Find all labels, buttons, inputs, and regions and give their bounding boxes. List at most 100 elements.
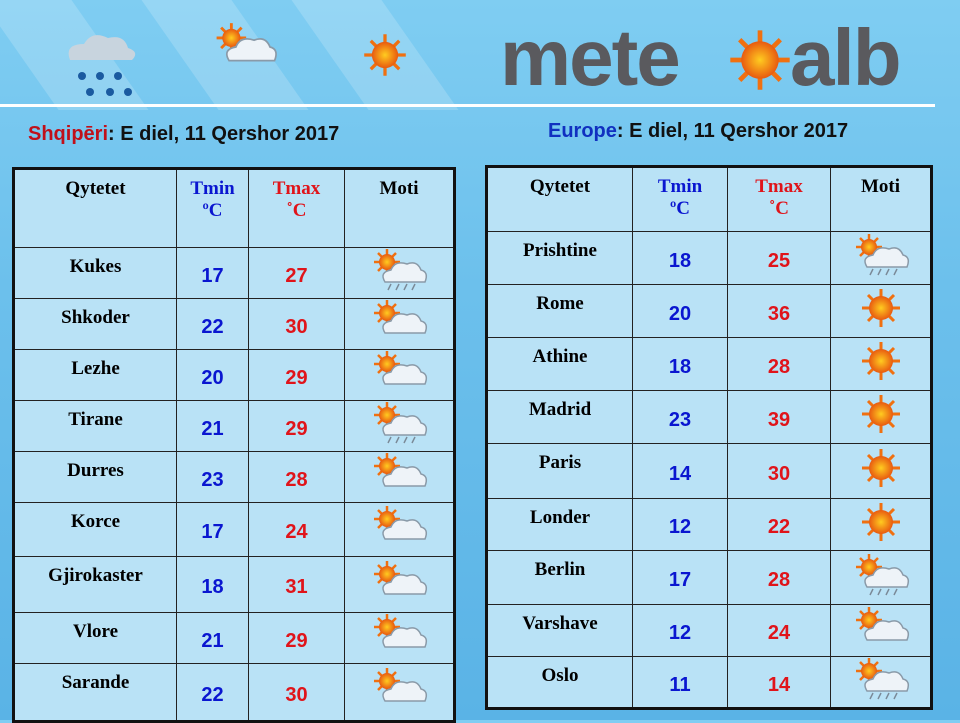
sun-cloud-icon (367, 505, 431, 549)
tmax-value: 22 (727, 498, 831, 551)
weather-cell (830, 231, 932, 285)
weather-cell (830, 604, 932, 657)
table-row: Madrid 23 39 (486, 390, 932, 444)
logo-text: alb (790, 13, 902, 102)
tmin-value: 23 (176, 451, 249, 503)
weather-cell (344, 451, 455, 503)
weather-cell (344, 556, 455, 613)
sun-icon (849, 500, 913, 544)
table-row: Berlin 17 28 (486, 550, 932, 605)
tmax-value: 30 (248, 663, 345, 722)
table-row: Shkoder 22 30 (13, 298, 455, 350)
tmin-value: 18 (176, 556, 249, 613)
city-name: Berlin (486, 550, 633, 605)
city-name: Londer (486, 498, 633, 551)
sun-cloud-icon (367, 299, 431, 343)
tmax-value: 24 (727, 604, 831, 657)
tmin-value: 20 (176, 349, 249, 401)
table-row: Paris 14 30 (486, 443, 932, 499)
table-row: Athine 18 28 (486, 337, 932, 391)
unit-label: ˚C (286, 200, 307, 221)
tmin-value: 18 (632, 231, 728, 285)
tmax-value: 25 (727, 231, 831, 285)
tmin-value: 21 (176, 612, 249, 664)
weather-cell (830, 284, 932, 338)
tmin-value: 12 (632, 498, 728, 551)
tmax-value: 36 (727, 284, 831, 338)
sun-cloud-icon (849, 606, 913, 650)
weather-cell (830, 337, 932, 391)
city-name: Rome (486, 284, 633, 338)
sun-cloud-icon (200, 22, 290, 72)
city-name: Prishtine (486, 231, 633, 285)
tmin-value: 17 (176, 247, 249, 299)
unit-label: ºC (202, 200, 223, 221)
table-row: Durres 23 28 (13, 451, 455, 503)
tmax-value: 28 (727, 337, 831, 391)
tmax-value: 28 (248, 451, 345, 503)
city-name: Athine (486, 337, 633, 391)
weather-cell (344, 349, 455, 401)
date-text: : E diel, 11 Qershor 2017 (108, 123, 340, 145)
tmin-label: Tmin (657, 176, 703, 197)
weather-cell (344, 247, 455, 299)
header-row: Qytetet Tmin ºC Tmax ˚C Moti (486, 166, 932, 232)
weather-cell (344, 298, 455, 350)
weather-cell (344, 502, 455, 557)
header-weather: Moti (830, 166, 932, 232)
header-city: Qytetet (13, 168, 177, 248)
ruler-divider (0, 104, 935, 107)
sun-cloud-rain-icon (849, 657, 913, 701)
header-row: Qytetet Tmin ºC Tmax ˚C Moti (13, 168, 455, 248)
tmax-value: 39 (727, 390, 831, 444)
weather-cell (344, 612, 455, 664)
unit-label: ˚C (768, 198, 790, 219)
table-row: Oslo 11 14 (486, 656, 932, 709)
tmax-value: 29 (248, 349, 345, 401)
table-row: Prishtine 18 25 (486, 231, 932, 285)
header-tmax: Tmax ˚C (727, 166, 831, 232)
header-tmax: Tmax ˚C (248, 168, 345, 248)
tmin-value: 11 (632, 656, 728, 709)
tmin-value: 22 (176, 298, 249, 350)
sun-cloud-rain-icon (367, 401, 431, 445)
table-row: Londer 12 22 (486, 498, 932, 551)
sun-cloud-icon (367, 560, 431, 604)
city-name: Madrid (486, 390, 633, 444)
tmax-value: 29 (248, 612, 345, 664)
region-label: Europe (548, 120, 617, 142)
header-tmin: Tmin ºC (632, 166, 728, 232)
city-name: Vlore (13, 612, 177, 664)
header-weather: Moti (344, 168, 455, 248)
sun-icon (849, 392, 913, 436)
albania-date-heading: Shqipēri: E diel, 11 Qershor 2017 (28, 123, 339, 146)
header-tmin: Tmin ºC (176, 168, 249, 248)
city-name: Korce (13, 502, 177, 557)
tmin-value: 18 (632, 337, 728, 391)
tmin-value: 20 (632, 284, 728, 338)
city-name: Gjirokaster (13, 556, 177, 613)
tmax-value: 31 (248, 556, 345, 613)
unit-label: ºC (670, 198, 690, 219)
region-label: Shqipēri (28, 123, 109, 145)
city-name: Oslo (486, 656, 633, 709)
tmax-label: Tmax (755, 176, 803, 197)
tmin-value: 17 (632, 550, 728, 605)
sun-cloud-icon (367, 667, 431, 711)
city-name: Tirane (13, 400, 177, 452)
sun-cloud-icon (367, 452, 431, 496)
tmin-value: 17 (176, 502, 249, 557)
city-name: Varshave (486, 604, 633, 657)
tmax-value: 28 (727, 550, 831, 605)
tmin-value: 22 (176, 663, 249, 722)
tmax-value: 30 (727, 443, 831, 499)
weather-cell (830, 550, 932, 605)
weather-cell (830, 498, 932, 551)
sun-cloud-rain-icon (849, 233, 913, 277)
tmax-label: Tmax (272, 178, 321, 199)
weather-cell (344, 663, 455, 722)
table-row: Korce 17 24 (13, 502, 455, 557)
europe-date-heading: Europe: E diel, 11 Qershor 2017 (548, 120, 848, 143)
tmin-value: 23 (632, 390, 728, 444)
table-row: Lezhe 20 29 (13, 349, 455, 401)
